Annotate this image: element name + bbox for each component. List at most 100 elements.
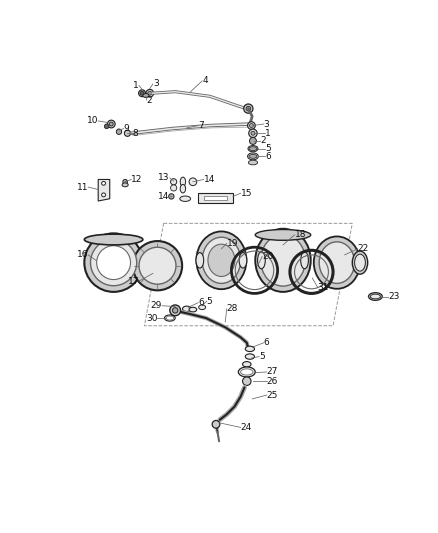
- Circle shape: [148, 91, 152, 95]
- Ellipse shape: [202, 237, 240, 284]
- Text: 7: 7: [198, 121, 204, 130]
- Polygon shape: [98, 180, 110, 201]
- Circle shape: [117, 129, 122, 134]
- Text: 1: 1: [265, 129, 271, 138]
- Polygon shape: [205, 196, 227, 200]
- Ellipse shape: [183, 306, 191, 311]
- Ellipse shape: [208, 244, 235, 277]
- Ellipse shape: [368, 293, 382, 301]
- Ellipse shape: [143, 94, 149, 98]
- Text: 20: 20: [262, 252, 274, 261]
- Text: 6: 6: [265, 152, 271, 161]
- Text: 27: 27: [267, 367, 278, 376]
- Ellipse shape: [196, 231, 247, 289]
- Ellipse shape: [166, 316, 173, 320]
- Ellipse shape: [355, 254, 365, 271]
- Text: 14: 14: [159, 192, 170, 201]
- Text: 1: 1: [133, 81, 139, 90]
- Ellipse shape: [255, 229, 311, 292]
- Ellipse shape: [249, 155, 257, 158]
- Text: 16: 16: [77, 251, 88, 260]
- Text: 24: 24: [240, 423, 252, 432]
- Circle shape: [107, 120, 115, 128]
- Text: 19: 19: [227, 239, 238, 248]
- Ellipse shape: [371, 294, 380, 299]
- Circle shape: [91, 239, 137, 286]
- Circle shape: [138, 90, 145, 96]
- Circle shape: [124, 130, 131, 136]
- Ellipse shape: [196, 253, 204, 268]
- Circle shape: [104, 124, 109, 128]
- Ellipse shape: [247, 153, 258, 160]
- Text: 10: 10: [87, 116, 98, 125]
- Ellipse shape: [314, 237, 360, 289]
- Ellipse shape: [261, 235, 305, 286]
- Ellipse shape: [238, 367, 255, 377]
- Circle shape: [102, 193, 106, 197]
- Text: 5: 5: [207, 297, 212, 305]
- Circle shape: [246, 106, 251, 111]
- Ellipse shape: [249, 147, 257, 151]
- Text: 25: 25: [267, 391, 278, 400]
- Circle shape: [170, 179, 177, 185]
- Ellipse shape: [352, 251, 367, 274]
- Ellipse shape: [245, 354, 254, 359]
- Ellipse shape: [189, 308, 197, 312]
- Circle shape: [212, 421, 220, 428]
- Text: 13: 13: [158, 173, 170, 182]
- Text: 12: 12: [131, 175, 143, 184]
- Text: 17: 17: [127, 277, 139, 286]
- Ellipse shape: [255, 230, 311, 240]
- Circle shape: [102, 181, 106, 185]
- Text: 9: 9: [124, 124, 129, 133]
- Circle shape: [250, 124, 253, 127]
- Ellipse shape: [199, 305, 205, 310]
- Text: 18: 18: [294, 230, 306, 239]
- Circle shape: [244, 104, 253, 113]
- Ellipse shape: [240, 369, 253, 375]
- Circle shape: [247, 122, 255, 130]
- Ellipse shape: [319, 242, 355, 284]
- Text: 23: 23: [389, 292, 400, 301]
- Circle shape: [133, 241, 182, 290]
- Text: 8: 8: [133, 129, 138, 138]
- Text: 3: 3: [153, 79, 159, 88]
- Ellipse shape: [85, 234, 143, 245]
- Text: 31: 31: [318, 283, 329, 292]
- Ellipse shape: [248, 160, 258, 165]
- Circle shape: [123, 180, 127, 184]
- Text: 3: 3: [264, 119, 269, 128]
- Ellipse shape: [180, 196, 191, 201]
- Circle shape: [85, 233, 143, 292]
- Text: 4: 4: [202, 76, 208, 85]
- Ellipse shape: [180, 184, 186, 193]
- Text: 11: 11: [77, 183, 88, 192]
- Text: 22: 22: [358, 244, 369, 253]
- Text: 5: 5: [259, 352, 265, 361]
- Text: 14: 14: [204, 175, 215, 184]
- Circle shape: [97, 246, 131, 280]
- Circle shape: [169, 193, 174, 199]
- Circle shape: [189, 178, 197, 185]
- Circle shape: [170, 305, 180, 316]
- Circle shape: [173, 308, 178, 313]
- Circle shape: [249, 129, 257, 138]
- Text: 6: 6: [198, 298, 204, 307]
- Ellipse shape: [239, 253, 247, 268]
- Ellipse shape: [248, 146, 258, 152]
- Ellipse shape: [258, 252, 265, 269]
- Ellipse shape: [301, 252, 308, 269]
- Text: 15: 15: [240, 189, 252, 198]
- Polygon shape: [198, 193, 233, 203]
- Text: 2: 2: [260, 136, 265, 146]
- Circle shape: [170, 185, 177, 191]
- Circle shape: [250, 138, 256, 144]
- Ellipse shape: [243, 361, 251, 367]
- Ellipse shape: [164, 315, 175, 321]
- Ellipse shape: [180, 177, 186, 187]
- Text: 28: 28: [227, 304, 238, 313]
- Text: 2: 2: [147, 95, 152, 104]
- Ellipse shape: [245, 346, 254, 352]
- Circle shape: [146, 90, 154, 97]
- Circle shape: [243, 377, 251, 385]
